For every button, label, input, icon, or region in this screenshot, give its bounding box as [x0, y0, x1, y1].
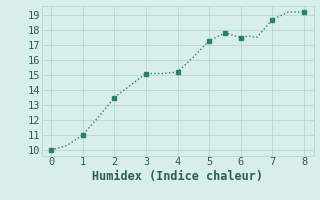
X-axis label: Humidex (Indice chaleur): Humidex (Indice chaleur) [92, 170, 263, 183]
